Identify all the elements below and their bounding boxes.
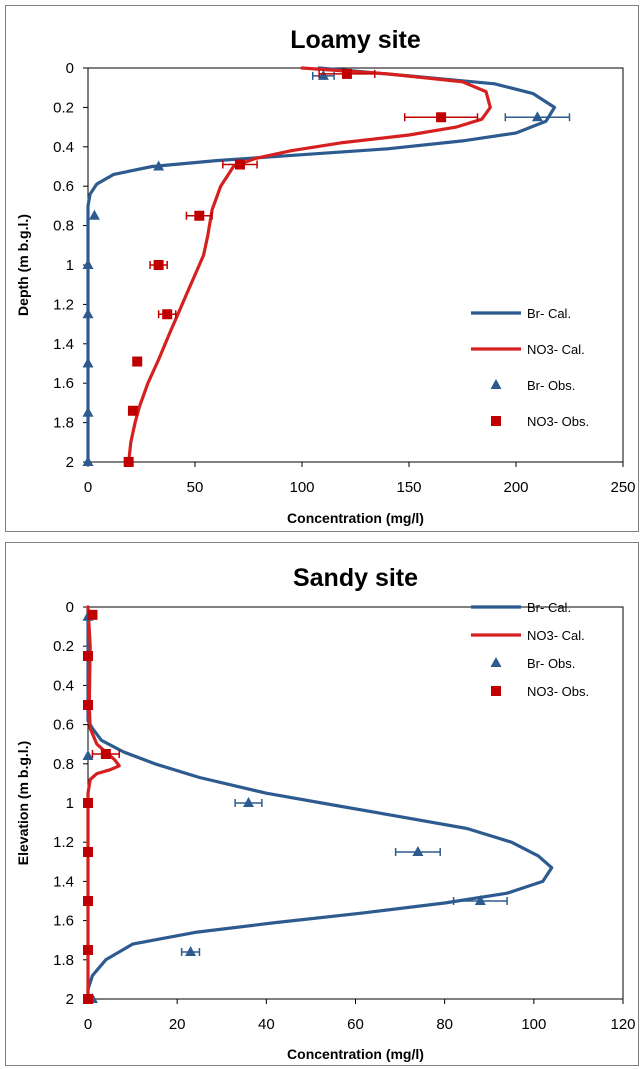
data-point-br-obs — [243, 797, 254, 807]
chart-title: Sandy site — [293, 564, 418, 592]
data-point-no3-obs — [83, 651, 93, 661]
data-point-br-obs — [474, 895, 486, 905]
y-tick-label: 1 — [66, 257, 74, 274]
y-tick-label: 0.4 — [53, 139, 74, 156]
y-tick-label: 1.8 — [53, 415, 74, 432]
data-point-br-obs — [82, 456, 94, 466]
y-tick-label: 1 — [66, 795, 74, 812]
y-tick-label: 0 — [66, 599, 74, 616]
y-tick-label: 1.2 — [53, 296, 74, 313]
y-axis-label: Elevation (m b.g.l.) — [15, 741, 31, 865]
x-tick-label: 0 — [84, 1016, 92, 1033]
y-tick-label: 1.6 — [53, 375, 74, 392]
y-tick-label: 0 — [66, 60, 74, 77]
data-point-no3-obs — [341, 68, 352, 79]
y-axis-label: Depth (m b.g.l.) — [15, 214, 31, 316]
legend: Br- Cal. NO3- Cal. Br- Obs. NO3- Obs. — [471, 306, 589, 429]
data-point-no3-obs — [153, 260, 164, 270]
series-line-br-cal — [86, 605, 554, 1001]
data-point-no3-obs — [436, 112, 447, 123]
x-tick-label: 200 — [503, 479, 528, 496]
legend-label-no3-cal: NO3- Cal. — [527, 628, 585, 643]
data-point-no3-obs — [162, 309, 173, 320]
y-tick-label: 1.8 — [53, 952, 74, 969]
legend-label-br-obs: Br- Obs. — [527, 378, 575, 393]
y-tick-label: 1.4 — [53, 336, 74, 353]
data-point-no3-obs — [132, 356, 143, 367]
y-tick-label: 0.4 — [53, 677, 74, 694]
y-tick-label: 0.2 — [53, 638, 74, 655]
x-tick-label: 60 — [347, 1016, 364, 1033]
plot-area — [87, 67, 624, 463]
chart-panel-sandy: Sandy site 0 0.2 0.4 0.6 0.8 1 1.2 1.4 1.6 1.8 2 0 20… — [5, 542, 639, 1066]
data-point-br-obs — [82, 749, 94, 760]
data-point-br-obs — [82, 406, 94, 417]
data-point-no3-obs — [83, 798, 93, 808]
data-point-no3-obs — [87, 609, 98, 620]
legend-label-br-cal: Br- Cal. — [527, 306, 571, 321]
y-tick-label: 0.6 — [53, 717, 74, 734]
data-point-no3-obs — [194, 210, 205, 221]
legend-label-br-obs: Br- Obs. — [527, 656, 575, 671]
y-tick-label: 1.4 — [53, 873, 74, 890]
y-tick-label: 0.6 — [53, 178, 74, 195]
y-tick-label: 1.6 — [53, 913, 74, 930]
x-tick-label: 50 — [187, 479, 204, 496]
data-point-br-obs — [82, 259, 94, 269]
legend-label-br-cal: Br- Cal. — [527, 600, 571, 615]
data-point-br-obs — [82, 357, 94, 368]
chart-panel-loamy: Loamy site 0 0.2 0.4 0.6 0.8 1 1.2 1.4 1.6 1.8 2 0 50… — [5, 5, 639, 532]
x-tick-label: 20 — [169, 1016, 186, 1033]
data-point-br-obs — [153, 160, 165, 171]
legend-label-no3-obs: NO3- Obs. — [527, 684, 589, 699]
y-tick-label: 0.8 — [53, 218, 74, 235]
legend-swatch-br-obs — [490, 379, 502, 389]
data-point-br-obs — [185, 945, 197, 956]
x-tick-label: 80 — [436, 1016, 453, 1033]
legend-label-no3-obs: NO3- Obs. — [527, 414, 589, 429]
y-tick-label: 0.8 — [53, 756, 74, 773]
data-point-br-obs — [412, 846, 424, 856]
x-axis-label: Concentration (mg/l) — [287, 1046, 424, 1062]
x-tick-label: 0 — [84, 479, 92, 496]
data-point-br-obs — [317, 69, 329, 80]
data-point-no3-obs — [234, 159, 245, 170]
y-tick-label: 0.2 — [53, 99, 74, 116]
x-tick-label: 250 — [610, 479, 635, 496]
x-tick-label: 100 — [521, 1016, 546, 1033]
data-point-no3-obs — [100, 749, 111, 759]
data-point-br-obs — [82, 308, 94, 319]
y-tick-label: 1.2 — [53, 834, 74, 851]
data-point-no3-obs — [127, 405, 138, 416]
legend-swatch-br-obs — [490, 657, 502, 667]
y-tick-label: 2 — [66, 991, 74, 1008]
x-tick-label: 40 — [258, 1016, 275, 1033]
data-point-no3-obs — [83, 994, 93, 1004]
data-point-no3-obs — [83, 700, 93, 710]
legend-swatch-no3-obs — [491, 686, 501, 696]
x-tick-label: 100 — [289, 479, 314, 496]
series-line-no3-cal — [127, 66, 492, 464]
data-point-no3-obs — [83, 847, 93, 857]
data-point-no3-obs — [83, 896, 93, 906]
legend-swatch-no3-obs — [491, 416, 501, 426]
x-tick-label: 150 — [396, 479, 421, 496]
legend: Br- Cal. NO3- Cal. Br- Obs. NO3- Obs. — [471, 600, 589, 699]
chart-title: Loamy site — [290, 26, 421, 54]
data-point-br-obs — [531, 111, 543, 122]
data-point-br-obs — [88, 209, 100, 220]
legend-label-no3-cal: NO3- Cal. — [527, 342, 585, 357]
x-tick-label: 120 — [610, 1016, 635, 1033]
data-point-no3-obs — [123, 457, 134, 467]
data-point-no3-obs — [83, 945, 93, 955]
x-axis-label: Concentration (mg/l) — [287, 510, 424, 526]
series-line-br-cal — [86, 66, 557, 464]
y-tick-label: 2 — [66, 454, 74, 471]
